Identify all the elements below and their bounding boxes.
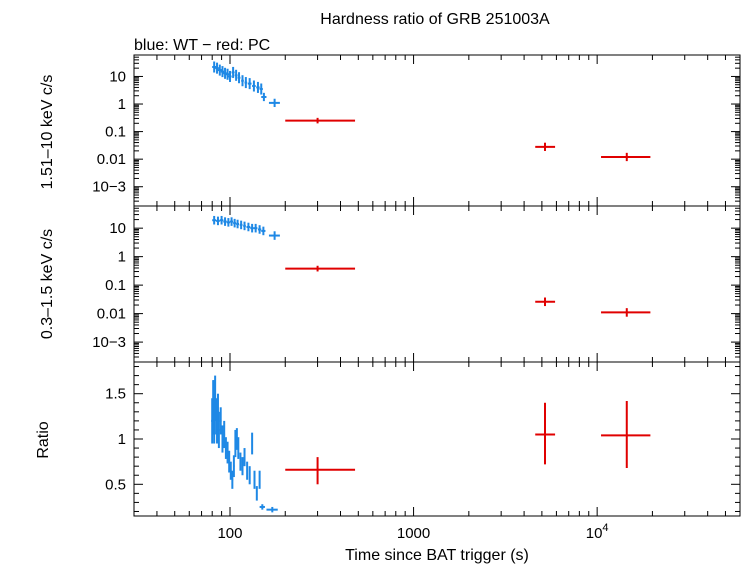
wt-data-point xyxy=(257,225,262,234)
pc-data-point xyxy=(601,152,651,162)
wt-data-point xyxy=(220,66,225,78)
top-panel-ylabel: 1.51–10 keV c/s xyxy=(39,75,56,190)
wt-data-point xyxy=(221,425,224,453)
chart-title: Hardness ratio of GRB 251003A xyxy=(320,11,550,28)
y-tick-label: 0.5 xyxy=(105,476,126,493)
x-tick-label: 1000 xyxy=(397,525,430,542)
y-tick-label: 0.1 xyxy=(105,277,126,294)
wt-data-point xyxy=(223,217,227,226)
wt-data-point xyxy=(226,218,230,227)
wt-data-point xyxy=(225,68,230,80)
wt-data-point xyxy=(229,217,234,226)
y-tick-label: 10−3 xyxy=(92,334,126,351)
y-tick-label: 0.01 xyxy=(97,306,126,323)
chart-subtitle: blue: WT − red: PC xyxy=(134,37,270,54)
y-tick-label: 1 xyxy=(118,431,126,448)
wt-data-point xyxy=(239,220,243,230)
pc-data-point xyxy=(601,400,651,468)
pc-data-point xyxy=(535,402,556,465)
wt-data-point xyxy=(234,69,238,81)
wt-data-point xyxy=(217,64,222,76)
wt-data-point xyxy=(231,470,234,489)
wt-data-point xyxy=(215,62,219,74)
wt-data-point xyxy=(255,486,258,501)
wt-data-point xyxy=(237,437,240,459)
wt-data-point xyxy=(228,70,232,82)
wt-data-point xyxy=(250,223,254,233)
wt-data-point xyxy=(243,221,246,231)
wt-data-point xyxy=(259,83,263,95)
wt-data-point xyxy=(258,470,261,489)
wt-data-point xyxy=(233,218,237,228)
wt-data-point xyxy=(247,78,252,90)
bottom-panel-ylabel: Ratio xyxy=(35,421,52,458)
wt-data-point xyxy=(256,81,260,93)
y-tick-label: 10 xyxy=(109,68,126,85)
pc-data-point xyxy=(285,117,356,124)
wt-data-point xyxy=(219,215,224,225)
axes-layer: 10 1 0.1 0.01 10−3 10 1 0.1 0.01 10−3 1.5 1 0.5 100 10… xyxy=(92,54,741,542)
middle-panel-ylabel: 0.3–1.5 keV c/s xyxy=(39,229,56,339)
wt-data-point xyxy=(217,411,220,449)
wt-data-point xyxy=(226,441,229,464)
y-tick-label: 1 xyxy=(118,249,126,266)
wt-data-point xyxy=(253,470,256,489)
wt-data-point xyxy=(268,231,280,240)
wt-data-point xyxy=(232,455,235,478)
panel-frame xyxy=(133,205,741,363)
wt-data-point xyxy=(224,437,227,459)
wt-data-point xyxy=(246,222,251,232)
y-tick-label: 0.1 xyxy=(105,124,126,141)
wt-data-point xyxy=(239,452,242,471)
wt-data-point xyxy=(268,98,280,108)
wt-data-point xyxy=(212,61,217,73)
wt-data-point xyxy=(212,215,217,225)
wt-data-point xyxy=(219,407,222,435)
wt-data-point xyxy=(261,226,266,236)
pc-data-point xyxy=(535,297,556,307)
wt-data-point xyxy=(246,461,249,480)
pc-data-point xyxy=(601,308,651,317)
wt-data-point xyxy=(241,75,244,87)
wt-data-point xyxy=(231,66,235,78)
x-tick-exponent: 4 xyxy=(602,522,608,534)
x-tick-label: 104 xyxy=(586,522,609,542)
y-tick-label: 10 xyxy=(109,220,126,237)
y-tick-label: 1.5 xyxy=(105,386,126,403)
pc-data-point xyxy=(285,265,356,272)
wt-data-point xyxy=(266,506,278,513)
wt-data-point xyxy=(243,448,246,467)
data-layer xyxy=(211,61,651,513)
wt-data-point xyxy=(259,504,265,510)
pc-data-point xyxy=(285,457,356,485)
x-axis-label: Time since BAT trigger (s) xyxy=(345,547,529,564)
wt-data-point xyxy=(248,466,251,485)
pc-data-point xyxy=(535,142,556,151)
wt-data-point xyxy=(216,216,220,226)
wt-data-point xyxy=(237,72,241,84)
wt-data-point xyxy=(244,77,248,89)
wt-data-point xyxy=(261,92,267,102)
wt-data-point xyxy=(251,432,254,455)
wt-data-point xyxy=(229,461,232,480)
y-tick-label: 0.01 xyxy=(97,151,126,168)
wt-data-point xyxy=(236,219,240,229)
wt-data-point xyxy=(252,80,256,92)
y-tick-label: 10−3 xyxy=(92,179,126,196)
wt-data-point xyxy=(223,420,226,449)
wt-data-point xyxy=(241,457,244,476)
x-tick-label: 100 xyxy=(217,525,242,542)
y-tick-label: 1 xyxy=(118,96,126,113)
wt-data-point xyxy=(253,223,258,233)
wt-data-point xyxy=(228,450,231,473)
